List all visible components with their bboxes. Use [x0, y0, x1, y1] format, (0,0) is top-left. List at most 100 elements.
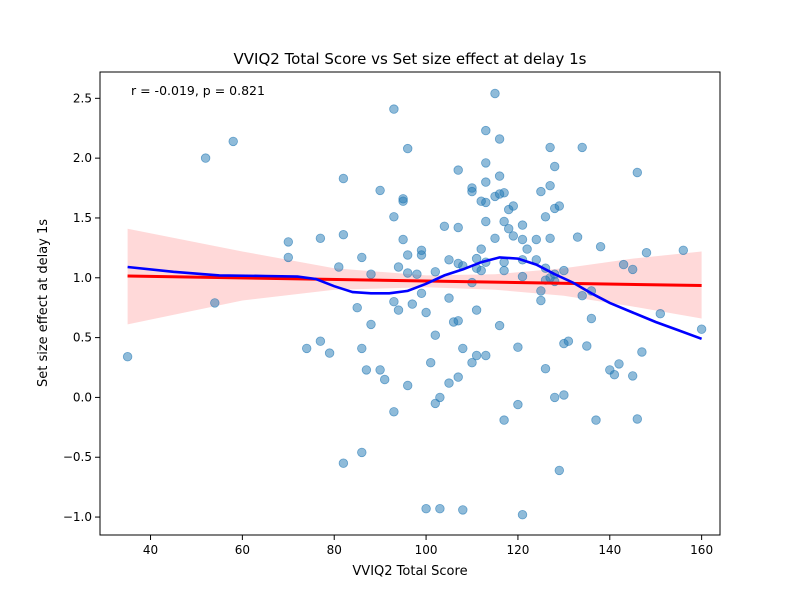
data-point: [334, 262, 344, 272]
data-point: [453, 165, 463, 175]
data-point: [444, 255, 454, 265]
data-point: [444, 293, 454, 303]
data-point: [421, 504, 431, 514]
data-points: [122, 88, 707, 520]
data-point: [416, 250, 427, 260]
data-point: [467, 358, 477, 368]
data-point: [563, 336, 574, 346]
data-point: [481, 197, 491, 208]
x-tick-label: 60: [235, 543, 250, 557]
data-point: [453, 316, 463, 326]
data-point: [540, 364, 551, 374]
data-point: [357, 343, 367, 354]
data-point: [494, 171, 505, 181]
data-point: [398, 196, 408, 206]
data-point: [366, 319, 376, 330]
x-tick-label: 100: [415, 543, 438, 557]
y-tick-label: 2.5: [73, 91, 92, 105]
data-point: [517, 510, 528, 520]
data-point: [536, 186, 546, 197]
data-point: [499, 265, 509, 276]
data-point: [582, 341, 592, 351]
data-point: [228, 136, 238, 147]
data-point: [471, 305, 482, 315]
y-tick-label: 0.0: [73, 390, 92, 404]
data-point: [517, 234, 528, 245]
data-point: [628, 371, 638, 381]
data-point: [536, 286, 546, 296]
data-point: [338, 458, 349, 468]
data-point: [393, 305, 404, 315]
x-tick-label: 120: [506, 543, 529, 557]
data-point: [458, 505, 468, 515]
data-point: [572, 232, 583, 242]
y-tick-label: 1.0: [73, 271, 92, 285]
data-point: [430, 267, 441, 277]
data-point: [476, 265, 486, 276]
data-point: [453, 372, 463, 382]
data-point: [453, 222, 463, 233]
data-point: [490, 88, 500, 99]
plot-area: [122, 88, 707, 520]
data-point: [403, 268, 413, 278]
data-point: [517, 271, 528, 282]
data-point: [499, 216, 509, 227]
data-point: [283, 237, 294, 247]
data-point: [494, 320, 505, 331]
data-point: [357, 252, 367, 263]
x-tick-label: 40: [143, 543, 158, 557]
data-point: [609, 370, 620, 380]
data-point: [375, 185, 385, 196]
data-point: [315, 233, 326, 244]
data-point: [476, 244, 486, 254]
data-point: [200, 153, 211, 163]
data-point: [458, 343, 468, 354]
data-point: [366, 269, 376, 279]
data-point: [637, 347, 647, 357]
correlation-annotation: r = -0.019, p = 0.821: [131, 83, 265, 98]
data-point: [403, 250, 413, 260]
data-point: [430, 330, 441, 340]
regression-line: [127, 274, 702, 288]
data-point: [302, 343, 312, 354]
data-point: [389, 104, 399, 114]
data-point: [632, 414, 643, 424]
data-point: [444, 378, 454, 388]
data-point: [315, 336, 326, 346]
data-point: [559, 265, 569, 276]
data-point: [439, 221, 450, 232]
data-point: [586, 313, 597, 324]
data-point: [338, 173, 349, 184]
data-point: [283, 252, 294, 263]
data-point: [210, 298, 220, 308]
y-tick-label: 2.0: [73, 151, 92, 165]
x-axis-label: VVIQ2 Total Score: [352, 564, 467, 579]
x-tick-label: 80: [327, 543, 342, 557]
data-point: [403, 143, 413, 154]
data-point: [467, 186, 477, 197]
data-point: [407, 299, 418, 309]
data-point: [504, 223, 514, 234]
data-point: [389, 297, 399, 307]
data-point: [403, 380, 413, 391]
data-point: [380, 374, 390, 385]
data-point: [490, 233, 500, 244]
data-point: [375, 365, 385, 375]
data-point: [508, 231, 519, 241]
data-point: [655, 309, 666, 319]
data-point: [559, 390, 569, 400]
data-point: [435, 504, 445, 514]
data-point: [554, 201, 565, 211]
data-point: [536, 295, 546, 306]
data-point: [421, 307, 431, 318]
data-point: [481, 216, 491, 227]
plot-frame: [99, 71, 721, 536]
data-point: [361, 365, 372, 375]
data-point: [122, 352, 133, 362]
data-point: [591, 415, 601, 425]
data-point: [435, 392, 445, 403]
data-point: [517, 220, 528, 230]
data-point: [641, 247, 652, 258]
data-point: [522, 244, 532, 254]
